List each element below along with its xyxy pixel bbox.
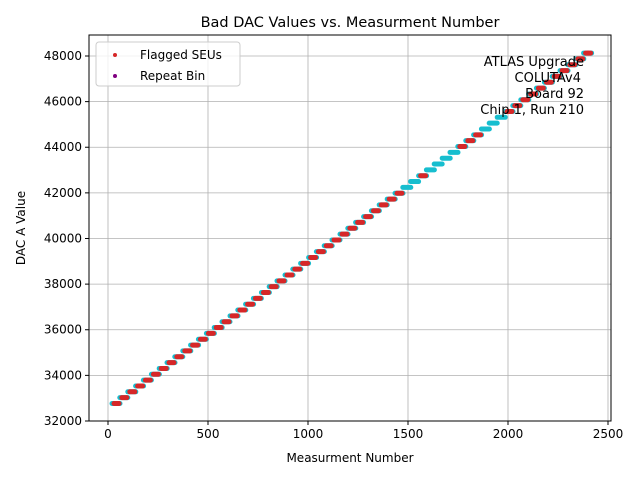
y-tick-label: 44000: [44, 140, 82, 154]
annotation-line: COLUTAv4: [515, 71, 581, 86]
x-tick-label: 0: [104, 427, 112, 441]
x-tick-label: 500: [197, 427, 220, 441]
x-tick-label: 2000: [493, 427, 524, 441]
y-tick-label: 38000: [44, 277, 82, 291]
annotation-line: Chip 1, Run 210: [480, 103, 584, 118]
x-tick-label: 1000: [293, 427, 324, 441]
data-points: [109, 50, 595, 406]
y-axis-label: DAC A Value: [14, 191, 28, 265]
flagged-point: [585, 50, 591, 56]
y-tick-label: 42000: [44, 186, 82, 200]
legend-label-flagged: Flagged SEUs: [140, 48, 222, 62]
x-tick-label: 1500: [393, 427, 424, 441]
annotation-line: ATLAS Upgrade: [484, 55, 584, 70]
y-tick-label: 36000: [44, 323, 82, 337]
axis-ticks: 0 500 1000 1500 2000 2500 32000 34000 36000 38000…: [44, 49, 623, 441]
x-axis-label: Measurment Number: [286, 451, 413, 465]
y-tick-label: 40000: [44, 231, 82, 245]
y-tick-label: 32000: [44, 414, 82, 428]
y-tick-label: 34000: [44, 368, 82, 382]
legend-marker-repeat: [113, 74, 117, 78]
legend-label-repeat: Repeat Bin: [140, 69, 205, 83]
chart-title: Bad DAC Values vs. Measurment Number: [201, 15, 500, 31]
annotation: ATLAS Upgrade COLUTAv4 Board 92 Chip 1, …: [480, 55, 584, 118]
annotation-line: Board 92: [525, 87, 584, 102]
x-tick-label: 2500: [593, 427, 624, 441]
legend: Flagged SEUs Repeat Bin: [95, 41, 241, 87]
legend-box: [95, 41, 241, 87]
plot-frame: [88, 34, 612, 422]
y-tick-label: 48000: [44, 49, 82, 63]
y-tick-label: 46000: [44, 95, 82, 109]
legend-marker-flagged: [113, 53, 117, 57]
